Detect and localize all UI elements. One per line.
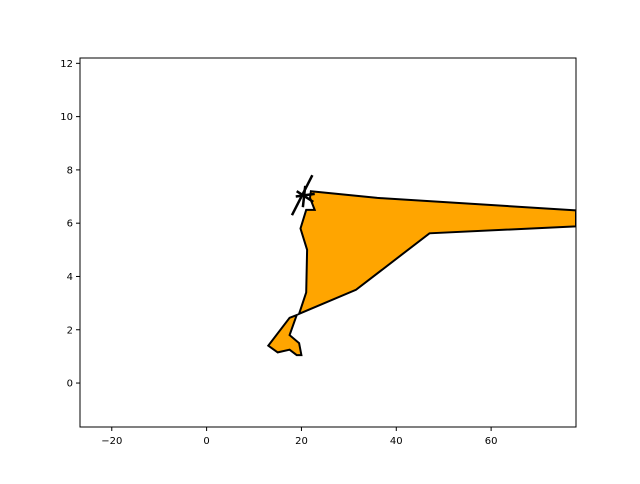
y-tick-label: 10 (60, 112, 73, 123)
plot-area (266, 174, 576, 357)
y-tick-label: 8 (67, 165, 73, 176)
y-axis: 0 2 4 6 8 10 12 (60, 59, 80, 390)
star-line-3 (301, 185, 307, 208)
y-tick-label: 12 (60, 59, 73, 70)
y-tick-label: 4 (67, 272, 73, 283)
y-tick-label: 6 (67, 219, 73, 230)
main-filled-shape (297, 190, 576, 316)
axes-frame (79, 57, 577, 428)
y-tick-label: 2 (67, 325, 73, 336)
x-tick-label: −20 (101, 436, 122, 447)
x-tick-label: 60 (485, 436, 498, 447)
x-tick-label: 0 (203, 436, 209, 447)
lower-filled-shape (266, 313, 303, 357)
x-tick-label: 20 (295, 436, 308, 447)
x-tick-label: 40 (390, 436, 403, 447)
x-axis: −20 0 20 40 60 (101, 427, 497, 447)
y-tick-label: 0 (67, 379, 73, 390)
